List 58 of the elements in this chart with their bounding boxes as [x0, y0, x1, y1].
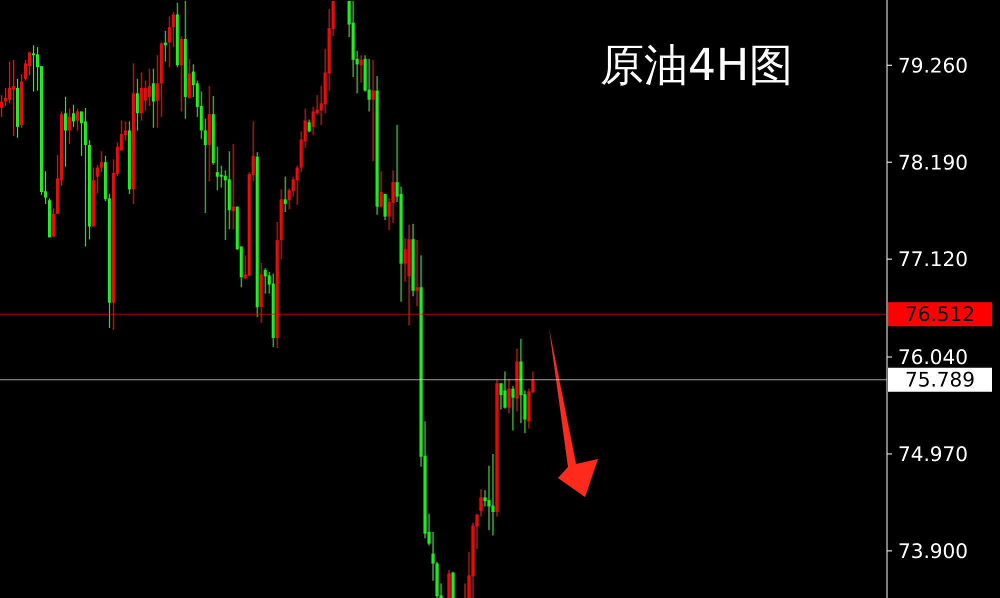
candlestick [232, 144, 235, 230]
candlestick [308, 119, 311, 133]
candlestick [68, 108, 71, 145]
ref-line-label: 75.789 [905, 368, 975, 392]
candlestick [368, 58, 371, 112]
candlestick [168, 16, 171, 68]
candlestick [224, 170, 227, 241]
candlestick [0, 94, 3, 118]
candlestick [84, 107, 87, 247]
candlestick [164, 30, 167, 62]
candlestick [432, 531, 435, 582]
candlestick [4, 87, 7, 107]
candlestick [96, 164, 99, 194]
candlestick [136, 78, 139, 131]
candlestick [483, 490, 486, 507]
candlestick [72, 104, 75, 128]
y-tick-label: 79.260 [898, 53, 968, 78]
candlestick [491, 453, 494, 536]
candlestick [380, 170, 383, 208]
candlestick [148, 68, 151, 107]
candlestick [503, 370, 506, 410]
candlestick [204, 118, 207, 214]
candlestick [312, 106, 315, 136]
candlestick [12, 59, 15, 136]
candlestick [499, 382, 502, 410]
y-tick-label: 77.120 [898, 247, 968, 272]
y-tick-label: 74.970 [898, 442, 968, 466]
candlestick [284, 176, 287, 213]
candlestick [372, 59, 375, 162]
candlestick [144, 80, 147, 112]
candlestick [64, 96, 67, 168]
candlestick [8, 61, 11, 104]
candlestick [172, 11, 175, 48]
candlestick [507, 378, 510, 414]
candlestick [296, 165, 299, 206]
candlestick [32, 44, 35, 92]
y-tick-label: 78.190 [898, 150, 968, 174]
candlestick [80, 110, 83, 156]
candlestick [360, 54, 363, 83]
candlestick [52, 208, 55, 238]
y-tick-label: 76.040 [898, 345, 968, 370]
candlestick [100, 150, 103, 173]
candlestick [28, 51, 31, 76]
candlestick [264, 268, 267, 294]
candlestick [416, 240, 419, 307]
candlestick [76, 108, 79, 131]
candlestick [384, 193, 387, 221]
candlestick [404, 238, 407, 282]
candlestick [152, 68, 155, 128]
candlestick [487, 465, 490, 531]
candlestick [511, 385, 514, 431]
candlestick [479, 488, 482, 517]
y-tick-label: 73.900 [898, 538, 968, 563]
text: 原油4H图 [600, 40, 794, 92]
candlestick [216, 146, 219, 191]
ref-line-label: 76.512 [905, 302, 975, 326]
candlestick [392, 170, 395, 224]
candlestick [156, 54, 159, 128]
